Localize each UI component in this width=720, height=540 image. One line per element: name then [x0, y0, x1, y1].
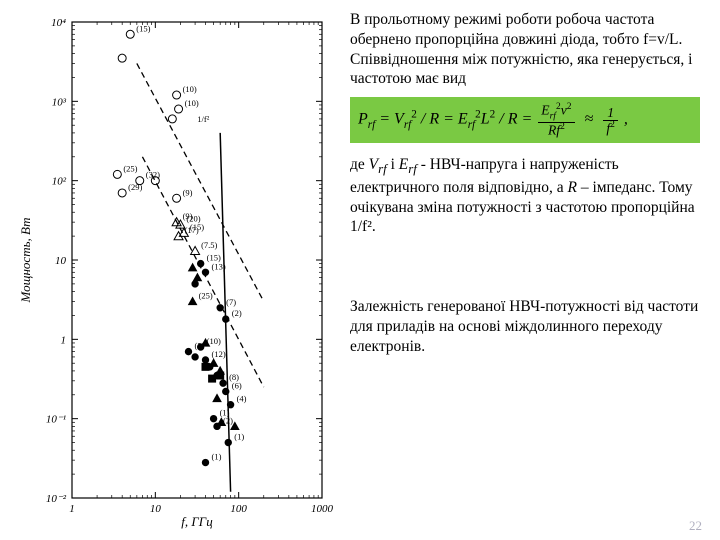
svg-text:(15): (15): [136, 23, 150, 33]
svg-text:(12): (12): [212, 349, 226, 359]
svg-text:Мощность, Вт: Мощность, Вт: [18, 218, 33, 304]
svg-text:1000: 1000: [311, 503, 334, 515]
svg-text:10⁻²: 10⁻²: [46, 493, 67, 505]
svg-text:(4): (4): [237, 394, 247, 404]
text-column: В прольотному режимі роботи робоча часто…: [350, 10, 700, 357]
svg-text:(1): (1): [234, 432, 244, 442]
svg-text:10⁻¹: 10⁻¹: [46, 414, 66, 426]
svg-text:(25): (25): [123, 163, 137, 173]
power-vs-frequency-chart: 10⁻² 10⁻¹ 1 10 10² 10³ 10⁴ 1 10 100 1000 f, ГГц Мощн…: [12, 10, 342, 530]
page-number: 22: [689, 518, 702, 534]
svg-text:(17): (17): [185, 225, 199, 235]
svg-text:(2): (2): [223, 415, 233, 425]
svg-text:(29): (29): [128, 182, 142, 192]
svg-text:(1): (1): [212, 452, 222, 462]
svg-text:10³: 10³: [52, 96, 67, 108]
svg-text:10²: 10²: [52, 176, 67, 188]
svg-text:(7.5): (7.5): [201, 240, 217, 250]
explanation-paragraph: де Vrf і Erf - НВЧ-напруга і напруженіст…: [350, 155, 700, 237]
svg-text:f, ГГц: f, ГГц: [181, 514, 213, 529]
svg-text:(10): (10): [207, 336, 221, 346]
svg-text:100: 100: [230, 503, 247, 515]
caption-paragraph: Залежність генерованої НВЧ-потужності ві…: [350, 297, 700, 356]
svg-text:10: 10: [55, 255, 67, 267]
svg-text:1: 1: [61, 334, 67, 346]
svg-text:10⁴: 10⁴: [51, 17, 66, 29]
svg-text:(32): (32): [146, 170, 160, 180]
svg-text:(2): (2): [232, 308, 242, 318]
svg-text:(6): (6): [232, 381, 242, 391]
svg-text:(13): (13): [212, 261, 226, 271]
svg-text:(3): (3): [194, 341, 204, 351]
svg-text:(9): (9): [183, 187, 193, 197]
svg-text:1/f²: 1/f²: [197, 114, 209, 124]
svg-text:(7): (7): [226, 297, 236, 307]
svg-text:10: 10: [150, 503, 162, 515]
svg-text:(10): (10): [185, 98, 199, 108]
power-formula: Prf = Vrf2 / R = Erf2L2 / R = Erf2v2Rf2 …: [350, 97, 700, 143]
svg-text:(10): (10): [183, 84, 197, 94]
svg-text:1: 1: [69, 503, 75, 515]
svg-text:(25): (25): [199, 290, 213, 300]
chart-svg: 10⁻² 10⁻¹ 1 10 10² 10³ 10⁴ 1 10 100 1000 f, ГГц Мощн…: [12, 10, 342, 530]
intro-paragraph: В прольотному режимі роботи робоча часто…: [350, 10, 700, 89]
